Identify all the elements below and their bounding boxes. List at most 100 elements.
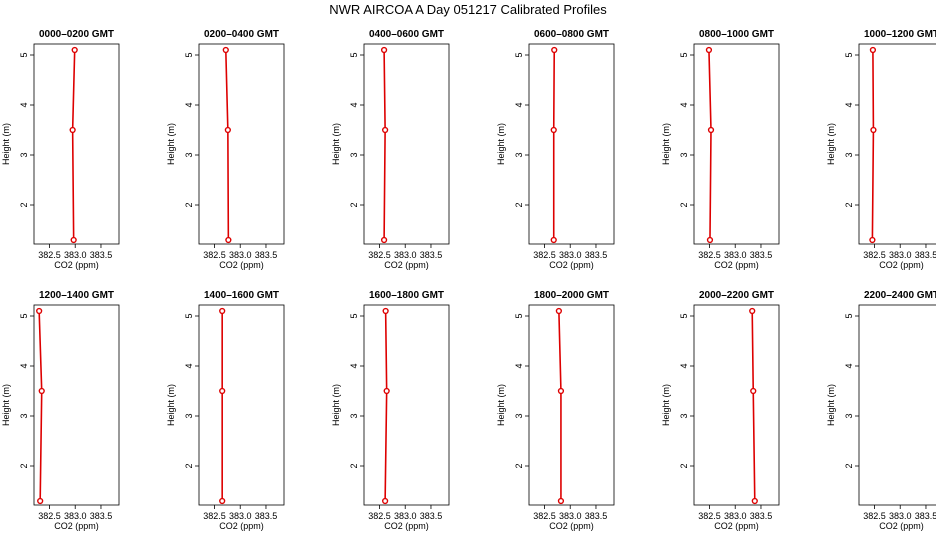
x-tick-label: 383.0 xyxy=(229,511,252,521)
y-tick-label: 3 xyxy=(514,413,524,418)
data-point xyxy=(869,236,876,244)
data-point xyxy=(71,46,78,54)
profile-line xyxy=(71,49,76,241)
data-point xyxy=(557,497,565,505)
y-tick-label: 4 xyxy=(514,363,524,368)
y-axis-label: Height (m) xyxy=(331,384,341,426)
plot-frame xyxy=(858,304,936,506)
y-tick-label: 5 xyxy=(514,52,524,57)
data-point xyxy=(707,126,715,134)
x-tick-label: 382.5 xyxy=(698,250,721,260)
y-axis-label: Height (m) xyxy=(331,123,341,165)
x-tick-label: 382.5 xyxy=(38,250,61,260)
data-point xyxy=(38,387,45,395)
data-point xyxy=(222,46,229,54)
x-tick-label: 383.0 xyxy=(64,250,87,260)
y-tick-label: 4 xyxy=(184,102,194,107)
y-tick-label: 4 xyxy=(349,102,359,107)
y-tick-label: 3 xyxy=(844,413,854,418)
x-tick-label: 383.0 xyxy=(889,250,912,260)
x-tick-label: 383.0 xyxy=(394,250,417,260)
y-axis-label: Height (m) xyxy=(1,123,11,165)
x-axis-label: CO2 (ppm) xyxy=(714,260,759,270)
plot-frame xyxy=(693,43,780,245)
x-axis-label: CO2 (ppm) xyxy=(54,260,99,270)
panel-title: 1400–1600 GMT xyxy=(204,290,279,301)
y-tick-label: 5 xyxy=(844,52,854,57)
y-tick-label: 3 xyxy=(679,413,689,418)
data-point xyxy=(750,387,757,395)
x-tick-label: 383.5 xyxy=(90,511,113,521)
x-tick-label: 383.5 xyxy=(420,511,443,521)
x-tick-label: 383.0 xyxy=(559,511,582,521)
profile-panel: 1600–1800 GMT 382.5 383.0 383.5 2 3 4 5 CO2 (ppm… xyxy=(331,290,450,531)
y-tick-label: 5 xyxy=(679,313,689,318)
profile-panel: 0400–0600 GMT 382.5 383.0 383.5 2 3 4 5 CO2 (ppm… xyxy=(331,29,450,270)
x-axis-label: CO2 (ppm) xyxy=(219,260,264,270)
figure-title: NWR AIRCOA A Day 051217 Calibrated Profi… xyxy=(329,2,607,17)
data-point xyxy=(224,126,231,134)
data-point xyxy=(749,307,756,315)
y-tick-label: 5 xyxy=(349,313,359,318)
data-point xyxy=(36,307,43,315)
y-tick-label: 2 xyxy=(19,202,29,207)
profile-panel: 0600–0800 GMT 382.5 383.0 383.5 2 3 4 5 CO2 (ppm… xyxy=(496,29,615,270)
x-axis-label: CO2 (ppm) xyxy=(549,260,594,270)
x-tick-label: 383.0 xyxy=(64,511,87,521)
plot-frame xyxy=(363,43,450,245)
x-tick-label: 383.5 xyxy=(750,250,773,260)
y-tick-label: 5 xyxy=(349,52,359,57)
y-tick-label: 5 xyxy=(514,313,524,318)
profile-line xyxy=(383,49,386,241)
y-tick-label: 2 xyxy=(19,463,29,468)
profile-panel: 1400–1600 GMT 382.5 383.0 383.5 2 3 4 5 CO2 (ppm… xyxy=(166,290,285,531)
profile-line xyxy=(751,310,756,502)
data-point xyxy=(219,497,226,505)
plot-frame xyxy=(198,43,285,245)
y-tick-label: 2 xyxy=(184,202,194,207)
data-point xyxy=(382,126,389,134)
panel-title: 2000–2200 GMT xyxy=(699,290,774,301)
data-point xyxy=(555,307,562,315)
data-point xyxy=(382,307,389,315)
plot-frame xyxy=(693,304,780,506)
x-axis-label: CO2 (ppm) xyxy=(714,521,759,531)
x-axis-label: CO2 (ppm) xyxy=(879,521,924,531)
x-tick-label: 382.5 xyxy=(533,250,556,260)
plot-frame xyxy=(528,43,615,245)
profile-line xyxy=(384,310,388,502)
data-point xyxy=(219,387,226,395)
y-tick-label: 4 xyxy=(844,102,854,107)
y-tick-label: 4 xyxy=(844,363,854,368)
data-point xyxy=(380,236,388,244)
y-tick-label: 3 xyxy=(844,152,854,157)
y-tick-label: 4 xyxy=(679,363,689,368)
y-tick-label: 2 xyxy=(349,463,359,468)
profile-panel: 1200–1400 GMT 382.5 383.0 383.5 2 3 4 5 CO2 (ppm… xyxy=(1,290,120,531)
profile-line xyxy=(552,49,556,240)
profile-panel: 2200–2400 GMT 382.5 383.0 383.5 2 3 4 5 CO2 (ppm… xyxy=(826,290,936,531)
y-tick-label: 2 xyxy=(679,202,689,207)
y-tick-label: 5 xyxy=(184,313,194,318)
y-tick-label: 5 xyxy=(679,52,689,57)
x-axis-label: CO2 (ppm) xyxy=(384,260,429,270)
y-axis-label: Height (m) xyxy=(826,384,836,426)
y-axis-label: Height (m) xyxy=(166,123,176,165)
y-axis-label: Height (m) xyxy=(496,384,506,426)
y-tick-label: 3 xyxy=(679,152,689,157)
profile-panel: 1000–1200 GMT 382.5 383.0 383.5 2 3 4 5 CO2 (ppm… xyxy=(826,29,936,270)
profile-line xyxy=(708,49,712,241)
y-tick-label: 4 xyxy=(514,102,524,107)
x-tick-label: 382.5 xyxy=(698,511,721,521)
data-point xyxy=(380,46,388,54)
data-point xyxy=(869,46,877,54)
data-point xyxy=(382,497,389,505)
x-tick-label: 382.5 xyxy=(38,511,61,521)
x-tick-label: 382.5 xyxy=(368,250,391,260)
profile-line xyxy=(558,310,562,501)
x-tick-label: 383.0 xyxy=(889,511,912,521)
y-tick-label: 5 xyxy=(19,313,29,318)
x-tick-label: 382.5 xyxy=(533,511,556,521)
y-axis-label: Height (m) xyxy=(1,384,11,426)
